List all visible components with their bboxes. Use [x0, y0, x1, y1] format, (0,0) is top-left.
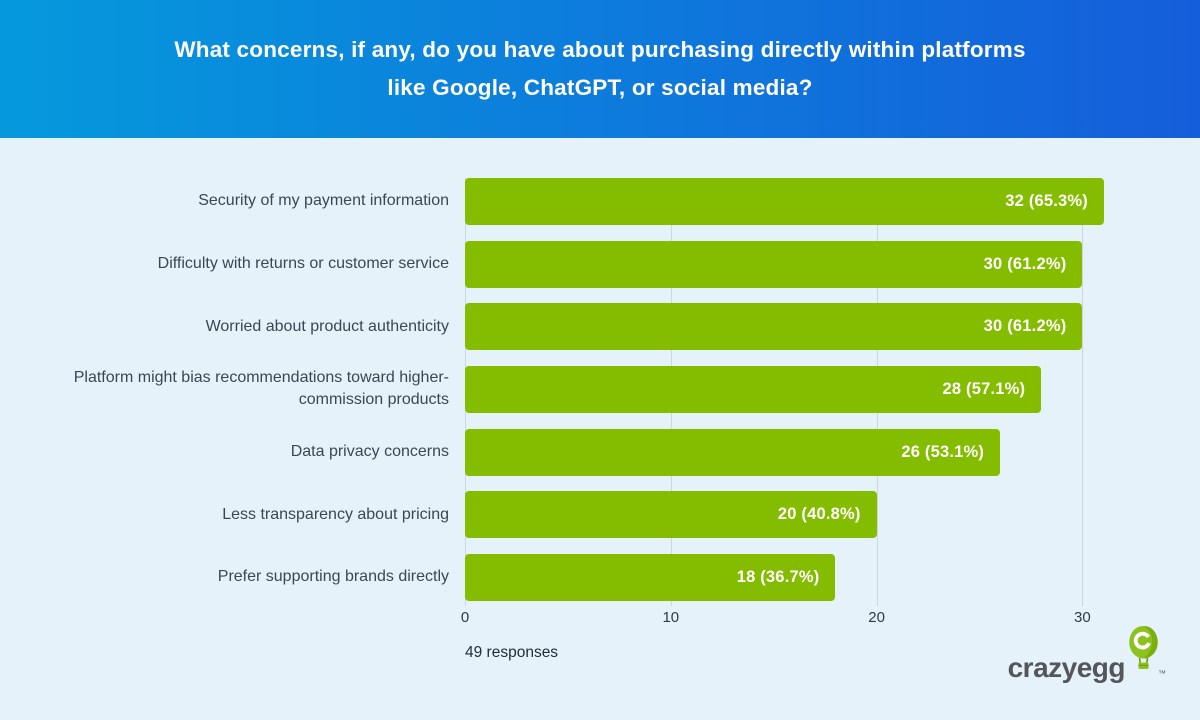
bar-value-label: 32 (65.3%): [1005, 191, 1088, 210]
bar: 20 (40.8%): [465, 491, 877, 539]
crazyegg-logo: crazyegg ™: [1008, 624, 1166, 690]
bar-track: 30 (61.2%): [465, 240, 1104, 288]
bar-track: 32 (65.3%): [465, 177, 1104, 225]
bar-track: 18 (36.7%): [465, 553, 1104, 601]
category-label: Platform might bias recommendations towa…: [73, 369, 449, 409]
bar-row: Security of my payment information 32 (65…: [60, 170, 1104, 233]
chart-title-line-1: What concerns, if any, do you have about…: [174, 37, 1026, 62]
crazyegg-logo-text: crazyegg: [1007, 652, 1126, 683]
x-axis-ticks: 0 10 20 30: [461, 609, 1104, 629]
chart-header: What concerns, if any, do you have about…: [0, 0, 1200, 138]
bar: 30 (61.2%): [465, 303, 1083, 351]
bar-row: Data privacy concerns 26 (53.1%): [60, 421, 1104, 484]
bar-row: Prefer supporting brands directly 18 (36.…: [60, 546, 1104, 609]
category-label: Difficulty with returns or customer serv…: [157, 255, 449, 273]
bar: 18 (36.7%): [465, 553, 836, 601]
bar-rows: Security of my payment information 32 (65…: [60, 170, 1104, 609]
bar-track: 20 (40.8%): [465, 491, 1104, 539]
category-label: Less transparency about pricing: [222, 505, 449, 523]
category-label: Security of my payment information: [198, 192, 449, 210]
bar-row: Worried about product authenticity 30 (61…: [60, 295, 1104, 358]
bar-value-label: 18 (36.7%): [736, 567, 820, 586]
trademark-symbol: ™: [1158, 669, 1166, 678]
bar: 26 (53.1%): [465, 428, 1001, 476]
bar-row: Platform might bias recommendations towa…: [60, 358, 1104, 421]
category-label: Worried about product authenticity: [205, 317, 449, 335]
bar-value-label: 30 (61.2%): [983, 317, 1067, 336]
bar: 28 (57.1%): [465, 365, 1042, 413]
bar-value-label: 30 (61.2%): [983, 254, 1067, 273]
bar-value-label: 28 (57.1%): [942, 379, 1026, 398]
bar-track: 30 (61.2%): [465, 303, 1104, 351]
x-tick-label: 10: [662, 609, 680, 626]
hot-air-balloon-icon: [1127, 624, 1160, 676]
bar-track: 26 (53.1%): [465, 428, 1104, 476]
x-tick-label: 20: [868, 609, 885, 626]
bar-row: Less transparency about pricing 20 (40.8%…: [60, 483, 1104, 546]
bar-row: Difficulty with returns or customer serv…: [60, 233, 1104, 296]
chart-title-line-2: like Google, ChatGPT, or social media?: [387, 75, 813, 100]
x-tick-label: 30: [1074, 609, 1091, 626]
category-label: Data privacy concerns: [290, 443, 449, 461]
bar-value-label: 26 (53.1%): [901, 442, 985, 461]
bar-track: 28 (57.1%): [465, 365, 1104, 413]
x-tick-label: 0: [460, 609, 470, 626]
bar: 30 (61.2%): [465, 240, 1083, 288]
responses-note: 49 responses: [465, 644, 559, 661]
bar-value-label: 20 (40.8%): [777, 505, 861, 524]
category-label: Prefer supporting brands directly: [217, 568, 449, 586]
bar: 32 (65.3%): [465, 177, 1104, 225]
